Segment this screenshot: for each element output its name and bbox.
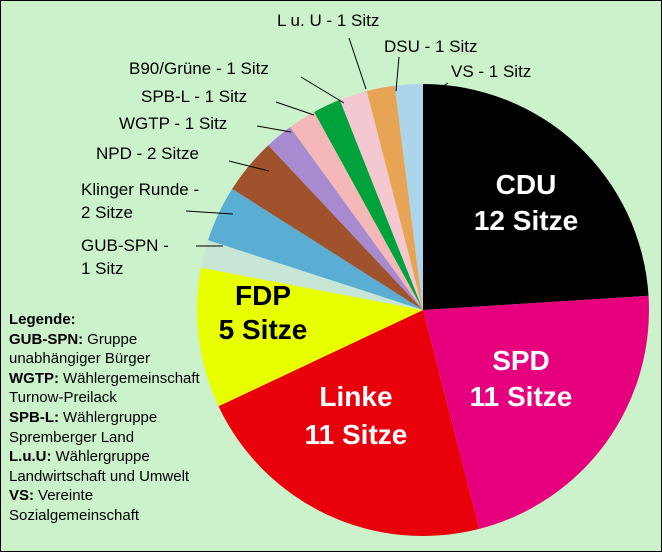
legend-abbr: SPB-L: [9,408,59,426]
label-line: B90/Grüne - 1 Sitz [129,59,269,78]
pie-slice [314,99,423,310]
legend-abbr: GUB-SPN: [9,330,84,348]
legend-title-text: Legende: [9,311,76,328]
label-line: SPD [492,345,550,376]
pie-slice [423,295,649,529]
legend-entry: SPB-L: Wählergruppe Spremberger Land [9,408,209,447]
slice-label: VS - 1 Sitz [451,62,531,81]
pie-slice [218,310,480,536]
leader-line [256,125,292,133]
slice-label: GUB-SPN - 1 Sitz [81,236,169,278]
legend-entry: WGTP: Wählergemeinschaft Turnow-Preilack [9,369,209,408]
leader-line [300,76,345,104]
label-line: 2 Sitze [81,203,133,222]
legend-abbr: WGTP: [9,369,59,387]
label-line: NPD - 2 Sitze [96,144,199,163]
slice-label: NPD - 2 Sitze [96,144,199,163]
leader-line [185,210,234,215]
label-line: SPB-L - 1 Sitz [141,87,247,106]
label-line: Linke [319,381,392,412]
leader-line [348,37,367,90]
legend-entry: VS: Vereinte Sozialgemeinschaft [9,486,209,525]
label-line: 5 Sitze [219,314,308,345]
label-line: VS - 1 Sitz [451,62,531,81]
leader-line [228,160,270,172]
slice-label: CDU 12 Sitze [474,169,578,236]
legend-entry: GUB-SPN: Gruppe unabhängiger Bürger [9,330,209,369]
legend-entry: L.u.U: Wählergruppe Landwirtschaft und Um… [9,447,209,486]
label-line: WGTP - 1 Sitz [119,114,227,133]
label-line: 11 Sitze [470,381,573,412]
legend-text: Wählergemeinschaft Turnow-Preilack [9,369,200,407]
label-line: GUB-SPN - [81,236,169,255]
pie-slice [208,188,423,310]
slice-label: FDP 5 Sitze [219,280,308,345]
label-line: 11 Sitze [305,419,408,450]
slice-label: Klinger Runde - 2 Sitze [81,180,199,222]
slice-label: SPB-L - 1 Sitz [141,87,247,106]
pie-slice [201,240,423,310]
slice-label: DSU - 1 Sitz [384,37,478,56]
leader-line [430,82,449,94]
leader-line [275,101,315,116]
pie-slice [423,84,649,310]
pie-slice [366,85,423,310]
pie-slice [394,84,423,310]
label-line: L u. U - 1 Sitz [277,11,379,30]
legend-abbr: L.u.U: [9,448,52,466]
legend-title: Legende: [9,310,209,330]
label-line: Klinger Runde - [81,180,199,199]
label-line: 1 Sitz [81,259,124,278]
pie-slice [232,145,423,310]
legend-text: Vereinte Sozialgemeinschaft [9,487,140,524]
pie-slice [197,267,423,407]
legend-abbr: VS: [9,487,35,505]
slice-label: WGTP - 1 Sitz [119,114,227,133]
legend-notes: Legende: GUB-SPN: Gruppe unabhängiger Bür… [9,310,209,526]
legend-text: Wählergruppe Spremberger Land [9,408,158,446]
pie-slice [290,111,423,311]
slice-label: Linke 11 Sitze [305,381,408,450]
slice-label: B90/Grüne - 1 Sitz [129,59,269,78]
pie-slice [268,127,423,310]
pie-slice [339,91,423,310]
leader-line [395,56,400,92]
label-line: CDU [496,169,557,200]
slice-label: SPD 11 Sitze [470,345,573,412]
label-line: 12 Sitze [474,205,578,236]
slice-label: L u. U - 1 Sitz [277,11,379,30]
label-line: FDP [235,280,291,311]
legend-text: Wählergruppe Landwirtschaft und Umwelt [9,448,190,485]
label-line: DSU - 1 Sitz [384,37,478,56]
legend-text: Gruppe unabhängiger Bürger [9,330,150,368]
